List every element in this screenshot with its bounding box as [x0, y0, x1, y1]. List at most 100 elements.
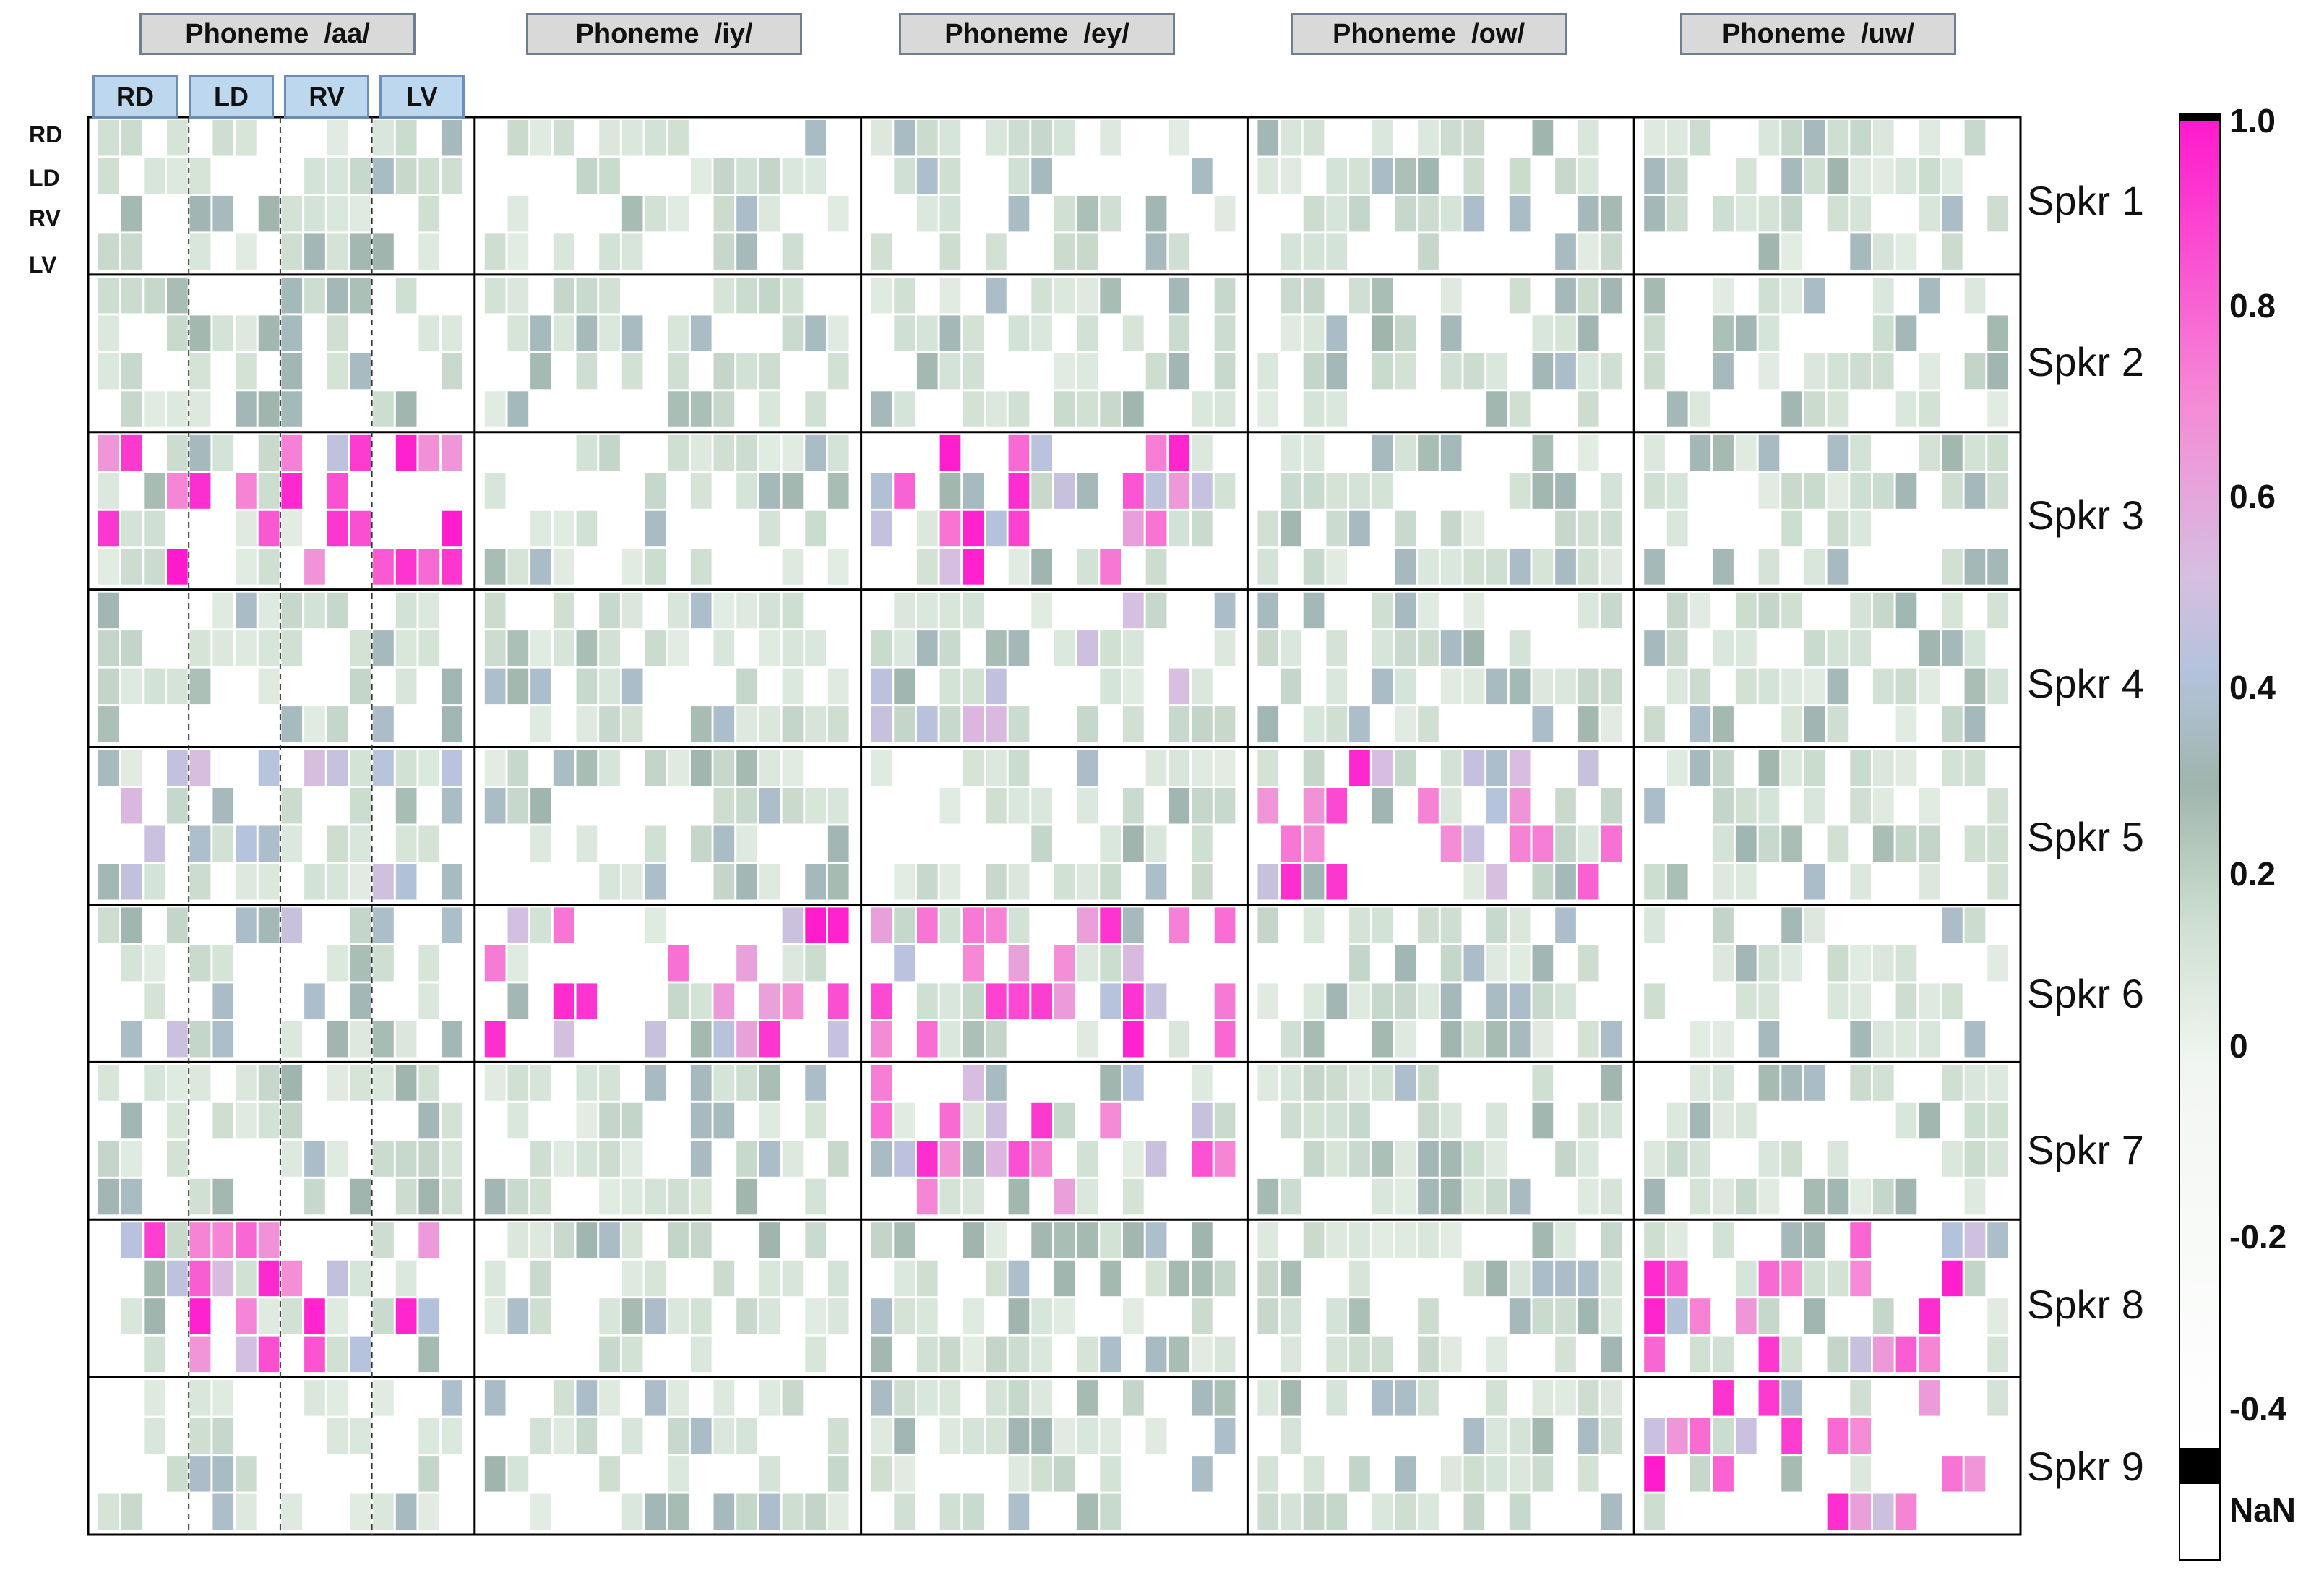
heatmap-cell	[418, 1102, 440, 1139]
heatmap-cell	[507, 1065, 529, 1101]
heatmap-cell	[281, 1021, 303, 1058]
heatmap-cell	[1781, 510, 1802, 547]
heatmap-cell	[1008, 1141, 1030, 1177]
heatmap-cell	[327, 945, 348, 982]
heatmap-cell	[1942, 1456, 1963, 1492]
heatmap-cell	[645, 750, 666, 786]
heatmap-cell	[1192, 1336, 1213, 1373]
heatmap-cell	[98, 706, 119, 742]
heatmap-cell	[894, 315, 915, 351]
heatmap-cell	[1372, 1380, 1393, 1416]
heatmap-cell	[1644, 630, 1665, 666]
heatmap-cell	[759, 983, 780, 1019]
heatmap-cell	[1666, 592, 1688, 629]
heatmap-cell	[121, 788, 142, 824]
heatmap-cell	[1713, 1178, 1734, 1215]
colorbar-nan-swatch	[2179, 1448, 2220, 1484]
heatmap-cell	[1601, 1298, 1622, 1334]
heatmap-cell	[1919, 630, 1940, 666]
heatmap-cell	[1532, 983, 1554, 1019]
heatmap-cell	[713, 750, 735, 786]
heatmap-cell	[1123, 391, 1144, 427]
heatmap-cell	[1145, 1418, 1167, 1454]
heatmap-cell	[1054, 1178, 1075, 1215]
heatmap-cell	[690, 1178, 712, 1215]
heatmap-cell	[1644, 907, 1665, 943]
heatmap-cell	[1578, 549, 1599, 585]
heatmap-cell	[599, 750, 620, 786]
heatmap-cell	[894, 1260, 915, 1297]
heatmap-cell	[1349, 1102, 1370, 1139]
heatmap-cell	[1326, 1298, 1348, 1334]
heatmap-cell	[1532, 1298, 1554, 1334]
heatmap-cell	[1578, 315, 1599, 351]
heatmap-cell	[350, 510, 371, 547]
speaker-label-1: Spkr 1	[2027, 178, 2144, 223]
heatmap-cell	[782, 630, 804, 666]
heatmap-cell	[827, 315, 849, 351]
heatmap-cell	[442, 434, 462, 471]
heatmap-cell	[281, 315, 303, 351]
heatmap-cell	[553, 592, 574, 629]
heatmap-cell	[373, 864, 394, 900]
heatmap-cell	[1895, 592, 1917, 629]
heatmap-cell	[121, 945, 142, 982]
heatmap-cell	[304, 233, 325, 270]
heatmap-cell	[916, 1141, 938, 1177]
heatmap-cell	[442, 1102, 462, 1139]
heatmap-cell	[553, 983, 574, 1019]
heatmap-cell	[1463, 353, 1485, 390]
heatmap-cell	[1827, 158, 1849, 194]
heatmap-cell	[1872, 1493, 1894, 1530]
heatmap-cell	[894, 945, 915, 982]
heatmap-cell	[1463, 1178, 1485, 1215]
heatmap-cell	[1804, 473, 1825, 509]
heatmap-cell	[1987, 825, 2008, 862]
heatmap-cell	[1145, 233, 1167, 270]
colorbar-tick-0: 0	[2229, 1027, 2248, 1065]
heatmap-cell	[1690, 706, 1711, 742]
heatmap-cell	[189, 825, 211, 862]
heatmap-cell	[713, 277, 735, 314]
heatmap-cell	[916, 983, 938, 1019]
heatmap-cell	[98, 434, 119, 471]
heatmap-cell	[1145, 825, 1167, 862]
heatmap-cell	[1804, 1178, 1825, 1215]
heatmap-cell	[304, 1141, 325, 1177]
heatmap-cell	[1145, 592, 1167, 629]
heatmap-cell	[1145, 473, 1167, 509]
heatmap-cell	[418, 945, 440, 982]
heatmap-cell	[1281, 1178, 1301, 1215]
heatmap-cell	[782, 1380, 804, 1416]
heatmap-cell	[1123, 1021, 1144, 1058]
heatmap-cell	[350, 788, 371, 824]
heatmap-cell	[1281, 1493, 1301, 1530]
heatmap-cell	[690, 1336, 712, 1373]
heatmap-cell	[1192, 750, 1213, 786]
heatmap-cell	[418, 1456, 440, 1492]
heatmap-cell	[736, 434, 757, 471]
heatmap-cell	[1123, 1178, 1144, 1215]
heatmap-cell	[805, 864, 826, 900]
heatmap-cell	[1440, 825, 1462, 862]
heatmap-cell	[759, 277, 780, 314]
heatmap-cell	[1509, 195, 1531, 232]
heatmap-cell	[645, 825, 666, 862]
heatmap-cell	[553, 277, 574, 314]
heatmap-cell	[576, 1065, 598, 1101]
heatmap-cell	[281, 706, 303, 742]
heatmap-cell	[1758, 353, 1780, 390]
row-label-ld: LD	[29, 165, 60, 191]
heatmap-cell	[1578, 750, 1599, 786]
heatmap-cell	[986, 120, 1007, 156]
heatmap-cell	[1418, 1493, 1439, 1530]
heatmap-cell	[1872, 315, 1894, 351]
heatmap-cell	[963, 1222, 984, 1258]
heatmap-cell	[1031, 1336, 1052, 1373]
heatmap-cell	[1509, 1298, 1531, 1334]
heatmap-cell	[1827, 1260, 1849, 1297]
heatmap-cell	[327, 706, 348, 742]
heatmap-cell	[144, 983, 165, 1019]
heatmap-cell	[1735, 983, 1757, 1019]
heatmap-cell	[576, 1222, 598, 1258]
